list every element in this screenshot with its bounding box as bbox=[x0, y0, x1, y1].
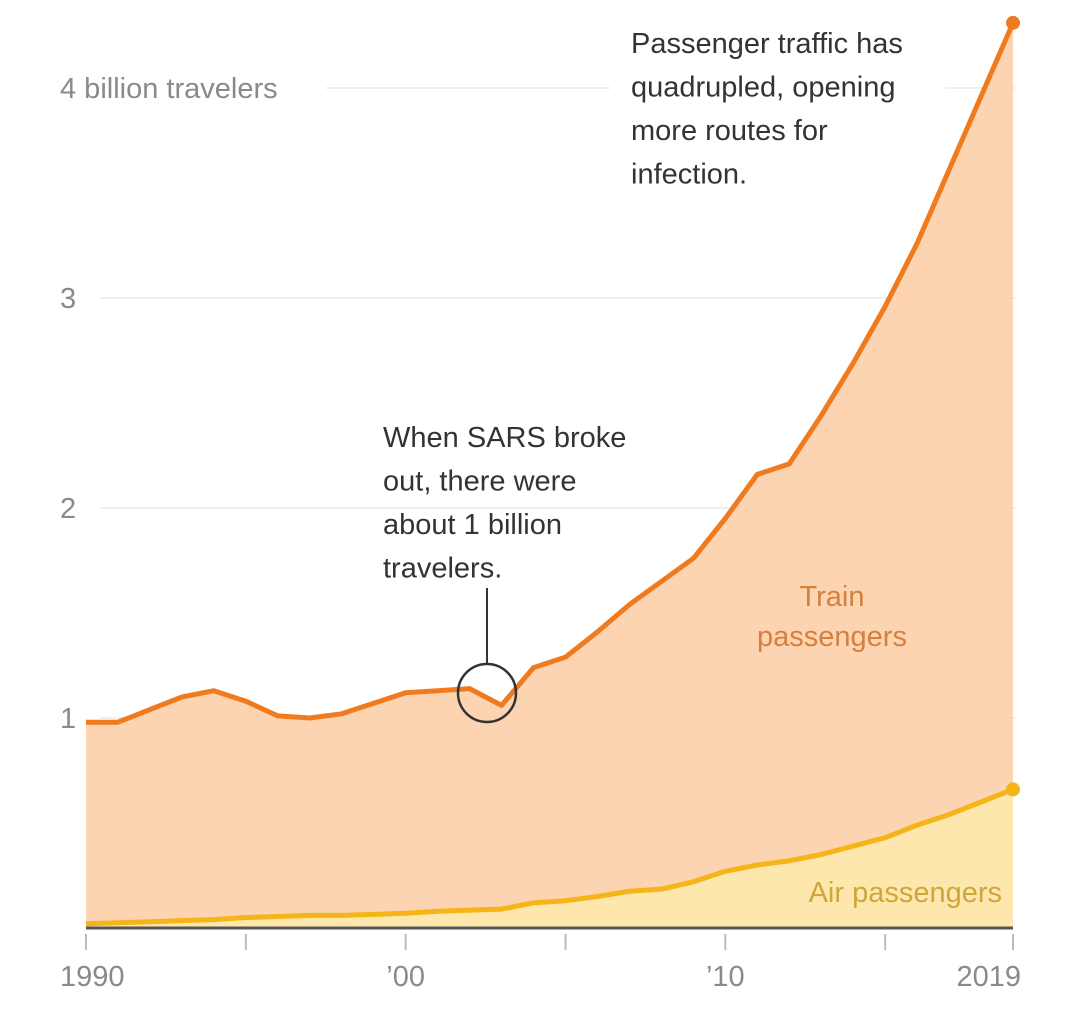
y-tick-label: 1 bbox=[60, 703, 76, 735]
x-tick-label: ’10 bbox=[706, 961, 745, 993]
quadrupled-annotation-text: infection. bbox=[631, 159, 747, 191]
train-passengers-label: passengers bbox=[757, 621, 907, 653]
annotations: When SARS broke out, there were about 1 bi… bbox=[383, 28, 903, 724]
line-layer bbox=[85, 15, 1020, 927]
train-end-point bbox=[1006, 15, 1020, 30]
x-axis bbox=[85, 926, 1014, 950]
y-tick-label: 2 bbox=[60, 493, 76, 525]
quadrupled-annotation-text: quadrupled, opening bbox=[631, 72, 895, 104]
y-axis-labels: 1 2 3 4 billion travelers bbox=[60, 73, 278, 735]
series-labels: Train passengers Air passengers bbox=[757, 581, 1002, 909]
air-end-point bbox=[1006, 782, 1020, 797]
air-passengers-area bbox=[86, 789, 1013, 928]
quadrupled-annotation-text: Passenger traffic has bbox=[631, 28, 903, 60]
x-axis-labels: 1990 ’00 ’10 2019 bbox=[60, 961, 1021, 993]
quadrupled-annotation-text: more routes for bbox=[631, 115, 828, 147]
sars-annotation-text: travelers. bbox=[383, 553, 502, 585]
air-passengers-line bbox=[85, 787, 1014, 927]
sars-annotation-text: out, there were bbox=[383, 466, 576, 498]
sars-highlight-circle bbox=[456, 662, 518, 724]
sars-annotation-text: When SARS broke bbox=[383, 422, 626, 454]
train-passengers-label: Train bbox=[800, 581, 865, 613]
train-passengers-line bbox=[86, 21, 1016, 725]
y-tick-label: 3 bbox=[60, 283, 76, 315]
sars-annotation-text: about 1 billion bbox=[383, 509, 562, 541]
x-tick-label: ’00 bbox=[386, 961, 425, 993]
x-tick-label: 2019 bbox=[956, 961, 1021, 993]
area-layer bbox=[86, 22, 1013, 928]
train-passengers-area bbox=[86, 22, 1013, 928]
y-tick-label: 4 billion travelers bbox=[60, 73, 278, 105]
x-tick-label: 1990 bbox=[60, 961, 125, 993]
air-passengers-label: Air passengers bbox=[809, 877, 1002, 909]
